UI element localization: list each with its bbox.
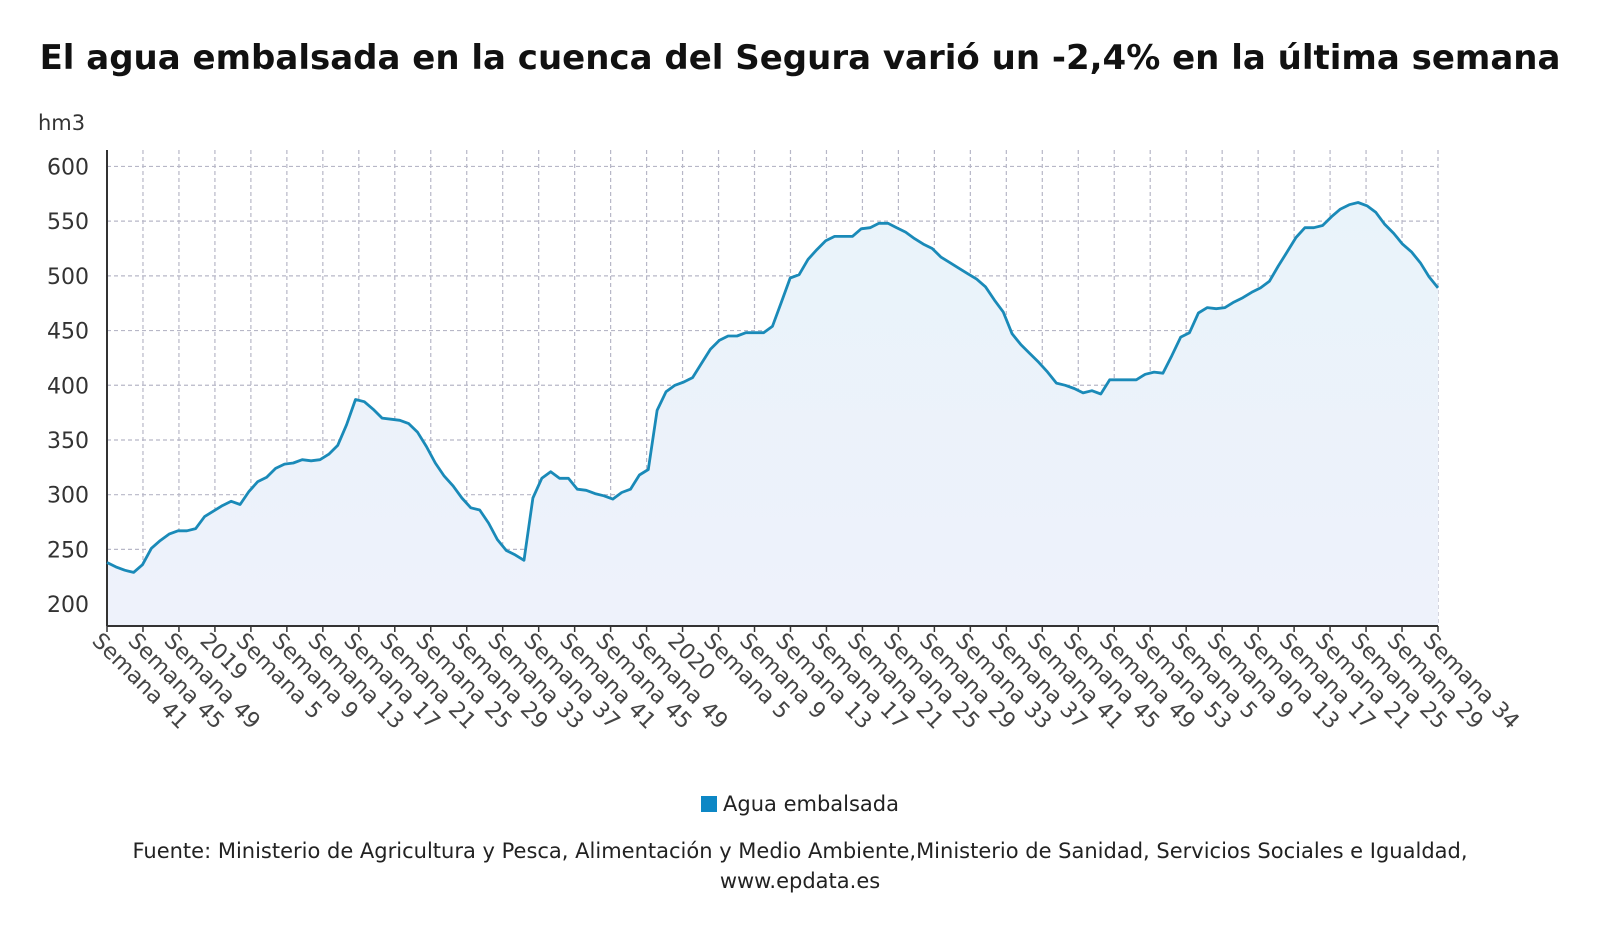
source-website: www.epdata.es [719, 869, 881, 893]
area-chart: 200 250 300 350 400 450 500 550 600 Semana 41Sem… [47, 150, 1524, 735]
y-tick-label: 250 [47, 538, 89, 563]
y-tick-labels: 200 250 300 350 400 450 500 550 600 [47, 155, 89, 618]
series-line-agua-embalsada [106, 201, 1440, 574]
y-tick-label: 450 [47, 320, 89, 345]
chart-title: El agua embalsada en la cuenca del Segur… [39, 38, 1561, 78]
area-fill [107, 202, 1438, 626]
source-line: Fuente: Ministerio de Agricultura y Pesc… [132, 839, 1468, 863]
y-tick-label: 500 [47, 265, 89, 290]
y-tick-label: 350 [47, 429, 89, 454]
legend-label: Agua embalsada [723, 792, 899, 816]
y-tick-label: 300 [47, 484, 89, 509]
legend-swatch [701, 796, 718, 812]
y-tick-label: 400 [47, 374, 89, 399]
axes [106, 150, 1439, 632]
y-axis-label: hm3 [38, 111, 86, 135]
y-tick-label: 550 [47, 210, 89, 235]
source-note: Fuente: Ministerio de Agricultura y Pesc… [0, 836, 1600, 896]
y-tick-label: 600 [47, 155, 89, 180]
y-tick-label: 200 [47, 593, 89, 618]
legend: Agua embalsada [0, 792, 1600, 816]
